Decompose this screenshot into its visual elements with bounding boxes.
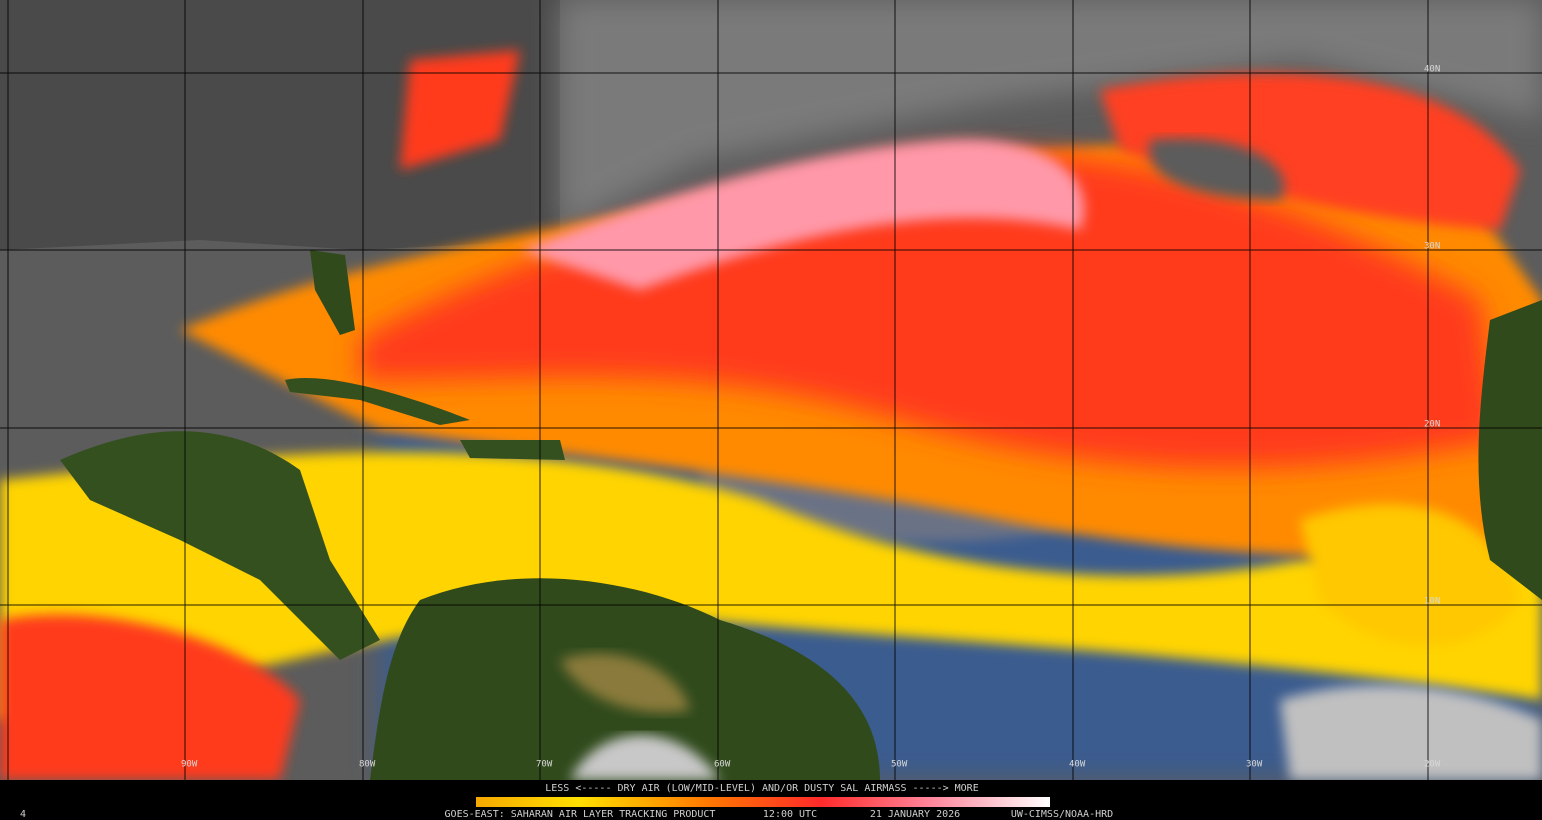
longitude-label: 80W bbox=[359, 760, 376, 770]
longitude-label: 50W bbox=[891, 760, 908, 770]
longitude-label: 20W bbox=[1424, 760, 1441, 770]
legend-text: LESS <----- DRY AIR (LOW/MID-LEVEL) AND/… bbox=[545, 783, 978, 794]
longitude-label: 40W bbox=[1069, 760, 1086, 770]
legend-strip: LESS <----- DRY AIR (LOW/MID-LEVEL) AND/… bbox=[0, 780, 1542, 820]
longitude-label: 60W bbox=[714, 760, 731, 770]
date: 21 JANUARY 2026 bbox=[870, 809, 960, 820]
longitude-label: 70W bbox=[536, 760, 553, 770]
product-name: GOES-EAST: SAHARAN AIR LAYER TRACKING PR… bbox=[445, 809, 716, 820]
time: 12:00 UTC bbox=[763, 809, 817, 820]
credit: UW-CIMSS/NOAA-HRD bbox=[1011, 809, 1113, 820]
longitude-label: 90W bbox=[181, 760, 198, 770]
latitude-label: 20N bbox=[1424, 420, 1440, 430]
longitude-label: 30W bbox=[1246, 760, 1263, 770]
latitude-label: 40N bbox=[1424, 65, 1440, 75]
latitude-label: 30N bbox=[1424, 242, 1440, 252]
latitude-label: 10N bbox=[1424, 597, 1440, 607]
color-bar bbox=[476, 797, 1050, 807]
frame-number: 4 bbox=[20, 809, 26, 820]
imagery bbox=[0, 0, 1542, 780]
graticule bbox=[0, 0, 1542, 780]
grid-labels: 40N 30N 20N 10N 90W 80W 70W 60W 50W 40W … bbox=[181, 65, 1441, 770]
